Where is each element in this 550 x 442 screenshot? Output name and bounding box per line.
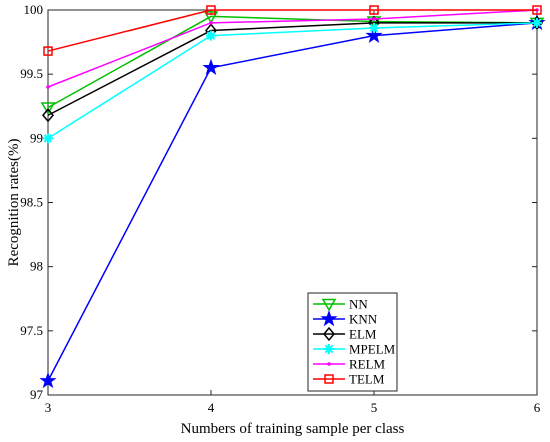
series-line bbox=[47, 22, 537, 116]
data-point bbox=[43, 133, 53, 144]
x-tick-label: 4 bbox=[208, 400, 215, 415]
data-point bbox=[532, 17, 542, 28]
series-layer bbox=[39, 5, 546, 389]
x-tick-label: 5 bbox=[371, 400, 378, 415]
plot-frame bbox=[47, 9, 538, 396]
legend-item: TELM bbox=[313, 372, 385, 387]
y-axis: 97 97.5 98 98.5 99 99.5 100 bbox=[20, 2, 537, 402]
data-point bbox=[206, 30, 216, 41]
x-tick-label: 3 bbox=[45, 400, 52, 415]
legend-label: MPELM bbox=[349, 342, 396, 357]
legend-item: MPELM bbox=[313, 342, 396, 357]
y-tick-label: 99 bbox=[30, 130, 43, 145]
legend-item: NN bbox=[313, 297, 368, 312]
legend-marker bbox=[327, 362, 331, 366]
legend-label: RELM bbox=[349, 357, 386, 372]
y-tick-label: 97.5 bbox=[20, 323, 43, 338]
legend-item: ELM bbox=[313, 327, 377, 342]
x-tick-label: 6 bbox=[534, 400, 541, 415]
y-tick-label: 97 bbox=[30, 387, 44, 402]
x-axis-label: Numbers of training sample per class bbox=[181, 421, 405, 437]
data-point bbox=[203, 11, 219, 24]
legend-label: TELM bbox=[349, 372, 385, 387]
legend-item: KNN bbox=[313, 309, 378, 327]
data-point bbox=[532, 5, 542, 15]
series-telm bbox=[43, 5, 542, 56]
data-point bbox=[202, 58, 220, 76]
legend-marker bbox=[321, 298, 337, 312]
y-tick-label: 99.5 bbox=[20, 66, 43, 81]
legend-box bbox=[307, 292, 398, 392]
series-line bbox=[47, 22, 538, 139]
data-point bbox=[40, 102, 56, 116]
data-point bbox=[43, 46, 53, 56]
series-line bbox=[47, 22, 538, 382]
legend-label: NN bbox=[349, 297, 368, 312]
data-point bbox=[369, 5, 379, 15]
series-line bbox=[47, 9, 538, 88]
data-point bbox=[209, 21, 213, 25]
data-point bbox=[372, 17, 376, 21]
legend-label: KNN bbox=[349, 312, 378, 327]
y-axis-label: Recognition rates(%) bbox=[6, 139, 22, 267]
legend-marker bbox=[320, 309, 338, 327]
series-line bbox=[47, 9, 537, 52]
legend-marker bbox=[324, 344, 334, 354]
data-point bbox=[46, 85, 50, 89]
legend-marker bbox=[323, 326, 335, 342]
y-tick-label: 98.5 bbox=[20, 195, 43, 210]
data-point bbox=[365, 26, 383, 43]
data-point bbox=[42, 108, 54, 123]
legend-item: RELM bbox=[313, 357, 386, 372]
legend-label: ELM bbox=[349, 327, 377, 342]
data-point bbox=[369, 22, 379, 33]
y-tick-label: 98 bbox=[30, 259, 43, 274]
legend-marker bbox=[324, 374, 334, 384]
plot-area bbox=[47, 9, 538, 396]
y-tick-label: 100 bbox=[24, 2, 44, 17]
series-mpelm bbox=[43, 17, 542, 144]
data-point bbox=[206, 5, 216, 15]
data-point bbox=[39, 371, 57, 389]
